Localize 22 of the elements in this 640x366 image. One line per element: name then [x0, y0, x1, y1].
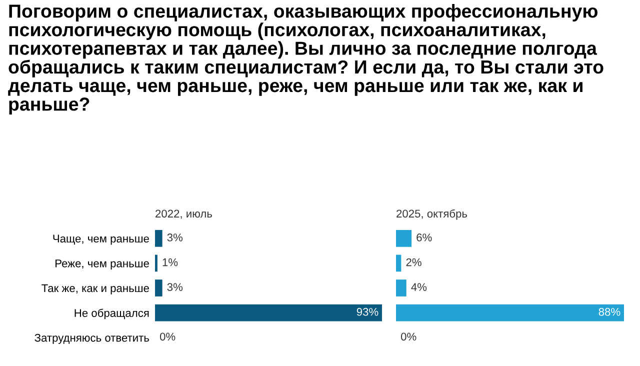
- chart-subtitle: 2025, октябрь: [396, 209, 468, 220]
- data-label: 3%: [167, 234, 183, 242]
- bar: [396, 280, 406, 296]
- data-label: 3%: [167, 283, 183, 291]
- data-label: 4%: [411, 283, 427, 291]
- category-label: Чаще, чем раньше: [53, 234, 149, 245]
- bar: [396, 304, 624, 322]
- data-label: 93%: [356, 308, 378, 316]
- data-label: 0%: [400, 332, 416, 341]
- category-label: Не обращался: [74, 308, 149, 320]
- data-label: 1%: [162, 258, 178, 266]
- category-label: Затрудняюсь ответить: [34, 334, 149, 344]
- data-label: 0%: [160, 332, 176, 341]
- chart-subtitle: 2022, июль: [156, 210, 212, 219]
- data-label: 88%: [598, 308, 620, 316]
- chart-title: Поговорим о специалистах, оказывающих профессиональную психологическую помощь (психологах, психоаналитиках, психотерапевтах и так далее). Вы лично за последние полгода обращались к таким специалистам? И если да, то Вы стали это делать чаще, чем раньше, реже, чем раньше или так же, как и раньше?: [8, 4, 604, 114]
- bar: [396, 230, 412, 247]
- bar: [396, 254, 402, 272]
- category-label: Реже, чем раньше: [56, 260, 149, 270]
- category-label: Так же, как и раньше: [42, 284, 149, 294]
- data-label: 2%: [406, 258, 422, 266]
- data-label: 6%: [416, 234, 432, 242]
